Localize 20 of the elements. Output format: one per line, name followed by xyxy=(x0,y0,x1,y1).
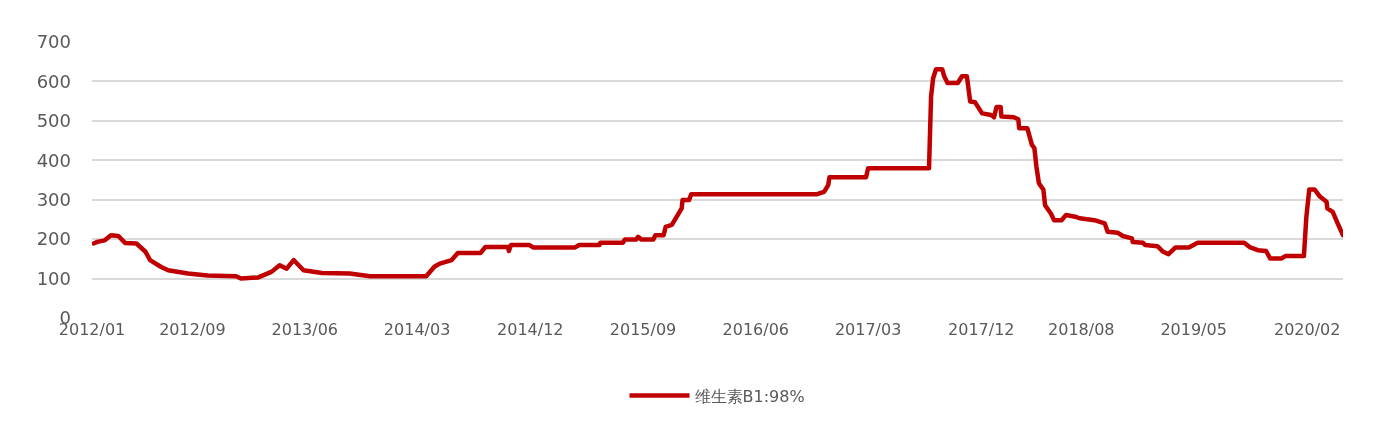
x-tick-label: 2017/03 xyxy=(834,320,902,339)
y-tick-label: 500 xyxy=(36,110,71,132)
x-tick-label: 2020/02 xyxy=(1273,320,1341,339)
x-tick-label: 2013/06 xyxy=(271,320,338,339)
x-tick-label: 2016/06 xyxy=(722,320,789,339)
y-tick-label: 100 xyxy=(36,267,71,289)
y-tick-label: 700 xyxy=(36,31,71,53)
x-tick-label: 2014/03 xyxy=(383,320,451,339)
x-tick-label: 2012/09 xyxy=(159,320,226,339)
y-tick-label: 300 xyxy=(36,189,71,211)
line-series xyxy=(92,66,1343,281)
y-tick-label: 600 xyxy=(36,70,71,92)
x-tick-label: 2019/05 xyxy=(1160,320,1227,339)
x-tick-label: 2018/08 xyxy=(1048,320,1115,339)
x-tick-label: 2017/12 xyxy=(948,320,1015,339)
y-tick-label: 400 xyxy=(36,149,71,171)
y-tick-label: 200 xyxy=(36,228,71,250)
x-tick-label: 2015/09 xyxy=(609,320,677,339)
legend-label: 维生素B1:98% xyxy=(694,386,805,406)
x-tick-label: 2014/12 xyxy=(497,320,564,339)
